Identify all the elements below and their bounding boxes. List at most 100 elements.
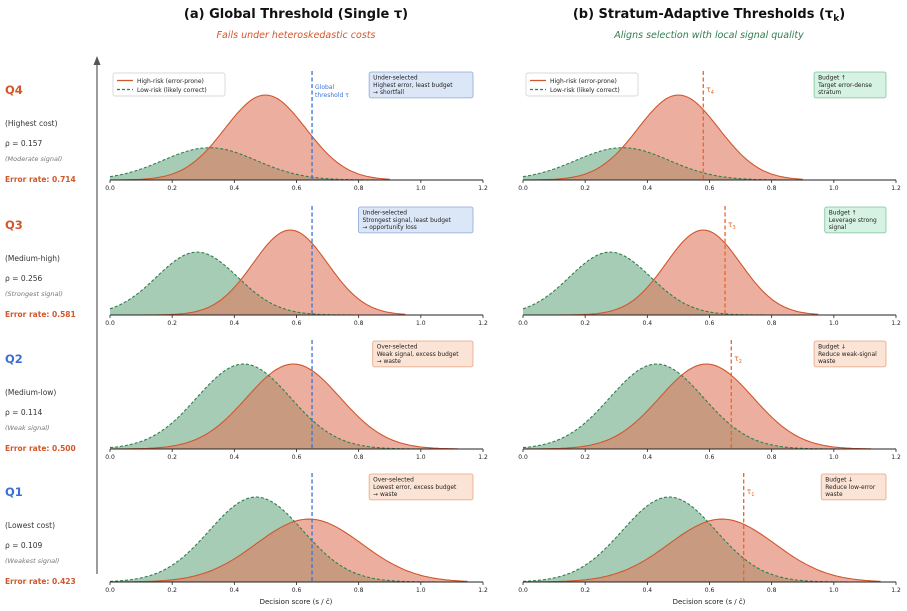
global-panel-q1: 0.0 0.2 0.4 0.6 0.8 1.0 1.2 Over-selectedLowest… bbox=[105, 473, 488, 594]
x-tick-label: 0.8 bbox=[767, 185, 777, 192]
x-tick-label: 1.2 bbox=[478, 454, 488, 461]
stratum-name: Q1 bbox=[5, 485, 23, 499]
left-annotation-line: Over-selected bbox=[377, 345, 418, 351]
right-annotation-line: Budget ↓ bbox=[818, 344, 846, 351]
x-tick-label: 0.6 bbox=[705, 454, 715, 461]
stratum-signal: (Weakest signal) bbox=[5, 557, 59, 565]
x-tick-label: 0.0 bbox=[518, 320, 528, 327]
x-tick-label: 0.2 bbox=[580, 185, 590, 192]
x-tick-label: 1.0 bbox=[416, 320, 426, 327]
stratum-error-rate: Error rate: 0.423 bbox=[5, 577, 76, 586]
x-tick-label: 0.0 bbox=[105, 185, 115, 192]
right-annotation-line: Reduce weak-signal bbox=[818, 352, 877, 358]
high-risk-area bbox=[523, 95, 803, 180]
legend-frame bbox=[112, 72, 226, 97]
right-annotation-line: Budget ↑ bbox=[829, 210, 857, 217]
left-annotation-line: Highest error, least budget bbox=[373, 83, 453, 89]
stratum-signal: (Moderate signal) bbox=[5, 155, 62, 163]
x-tick-label: 1.0 bbox=[829, 185, 839, 192]
legend: High-risk (error-prone) Low-risk (likely … bbox=[112, 72, 226, 97]
stratum-signal: (Weak signal) bbox=[5, 424, 50, 432]
stratum-threshold-label: τ2 bbox=[734, 354, 742, 365]
legend: High-risk (error-prone) Low-risk (likely … bbox=[525, 72, 639, 97]
right-annotation-line: Budget ↓ bbox=[825, 477, 853, 484]
global-threshold-label: Global bbox=[315, 84, 334, 91]
high-risk-curve bbox=[110, 363, 459, 450]
right-annotation-line: waste bbox=[825, 492, 843, 498]
right-annotation-line: waste bbox=[818, 359, 836, 365]
stratum-threshold-label: τ3 bbox=[728, 220, 736, 231]
x-tick-label: 0.4 bbox=[230, 320, 240, 327]
stratum-cost: (Medium-high) bbox=[5, 254, 60, 263]
x-tick-label: 0.0 bbox=[105, 454, 115, 461]
legend-label-high: High-risk (error-prone) bbox=[137, 78, 204, 85]
x-tick-label: 0.4 bbox=[643, 454, 653, 461]
adaptive-panel-q2: 0.0 0.2 0.4 0.6 0.8 1.0 1.2 τ2 Budget ↓Reduce we… bbox=[518, 340, 901, 461]
low-risk-area bbox=[110, 252, 406, 315]
x-tick-label: 0.6 bbox=[292, 587, 302, 594]
x-tick-label: 1.0 bbox=[829, 320, 839, 327]
stratum-label-q2: Q2 (Medium-low) ρ = 0.114 (Weak signal) Erro… bbox=[5, 352, 76, 453]
x-tick-label: 0.6 bbox=[292, 454, 302, 461]
right-title: (b) Stratum-Adaptive Thresholds (τk) bbox=[573, 7, 845, 24]
cost-axis-arrowhead bbox=[93, 56, 101, 65]
high-risk-area bbox=[523, 230, 819, 315]
x-axis-label-left: Decision score (s / č) bbox=[260, 598, 333, 606]
x-axis-label-right: Decision score (s / č) bbox=[673, 598, 746, 606]
x-tick-label: 0.4 bbox=[230, 185, 240, 192]
stratum-cost: (Lowest cost) bbox=[5, 521, 55, 530]
x-tick-label: 0.8 bbox=[354, 320, 364, 327]
x-tick-label: 0.4 bbox=[643, 320, 653, 327]
x-tick-label: 1.2 bbox=[478, 185, 488, 192]
x-tick-label: 0.0 bbox=[105, 320, 115, 327]
x-tick-label: 1.0 bbox=[416, 587, 426, 594]
x-tick-label: 0.2 bbox=[167, 185, 177, 192]
left-annotation-line: Strongest signal, least budget bbox=[363, 218, 452, 224]
left-annotation-line: → shortfall bbox=[373, 90, 404, 96]
high-risk-curve bbox=[523, 518, 881, 583]
stratum-cost: (Highest cost) bbox=[5, 119, 58, 128]
left-annotation-line: → waste bbox=[373, 492, 398, 498]
left-annotation-line: Under-selected bbox=[373, 76, 418, 82]
legend-label-low: Low-risk (likely correct) bbox=[137, 87, 207, 94]
x-tick-label: 0.2 bbox=[580, 454, 590, 461]
x-tick-label: 0.4 bbox=[230, 587, 240, 594]
right-annotation-box bbox=[813, 71, 887, 99]
x-tick-label: 1.0 bbox=[829, 454, 839, 461]
left-annotation-line: Weak signal, excess budget bbox=[377, 352, 460, 358]
stratum-error-rate: Error rate: 0.714 bbox=[5, 175, 76, 184]
x-tick-label: 1.2 bbox=[478, 320, 488, 327]
stratum-cost: (Medium-low) bbox=[5, 388, 56, 397]
adaptive-panel-q3: 0.0 0.2 0.4 0.6 0.8 1.0 1.2 τ3 Budget ↑Leverage … bbox=[518, 206, 901, 327]
x-tick-label: 0.0 bbox=[105, 587, 115, 594]
stratum-label-q4: Q4 (Highest cost) ρ = 0.157 (Moderate signa… bbox=[5, 83, 76, 184]
x-tick-label: 0.2 bbox=[167, 454, 177, 461]
stratum-threshold-label: τ1 bbox=[747, 487, 755, 498]
left-annotation-box bbox=[358, 206, 474, 234]
stratum-label-q1: Q1 (Lowest cost) ρ = 0.109 (Weakest signal)… bbox=[5, 485, 76, 586]
right-annotation-line: signal bbox=[829, 225, 847, 231]
adaptive-panel-q1: 0.0 0.2 0.4 0.6 0.8 1.0 1.2 τ1 Budget ↓Reduce lo… bbox=[518, 473, 901, 594]
high-risk-area bbox=[523, 519, 881, 582]
global-threshold-label: threshold τ bbox=[315, 92, 349, 99]
x-tick-label: 0.8 bbox=[767, 320, 777, 327]
right-annotation-box bbox=[813, 340, 887, 368]
x-tick-label: 1.2 bbox=[891, 320, 901, 327]
high-risk-curve bbox=[523, 363, 872, 450]
high-risk-area bbox=[110, 364, 459, 449]
x-tick-label: 1.2 bbox=[891, 587, 901, 594]
cost-axis-arrow bbox=[93, 56, 101, 574]
x-tick-label: 0.0 bbox=[518, 587, 528, 594]
x-tick-label: 0.8 bbox=[767, 587, 777, 594]
low-risk-curve bbox=[109, 251, 406, 316]
x-tick-label: 0.8 bbox=[354, 454, 364, 461]
right-annotation-line: Leverage strong bbox=[829, 218, 877, 224]
right-subtitle: Aligns selection with local signal quali… bbox=[613, 30, 804, 41]
x-tick-label: 0.6 bbox=[705, 587, 715, 594]
